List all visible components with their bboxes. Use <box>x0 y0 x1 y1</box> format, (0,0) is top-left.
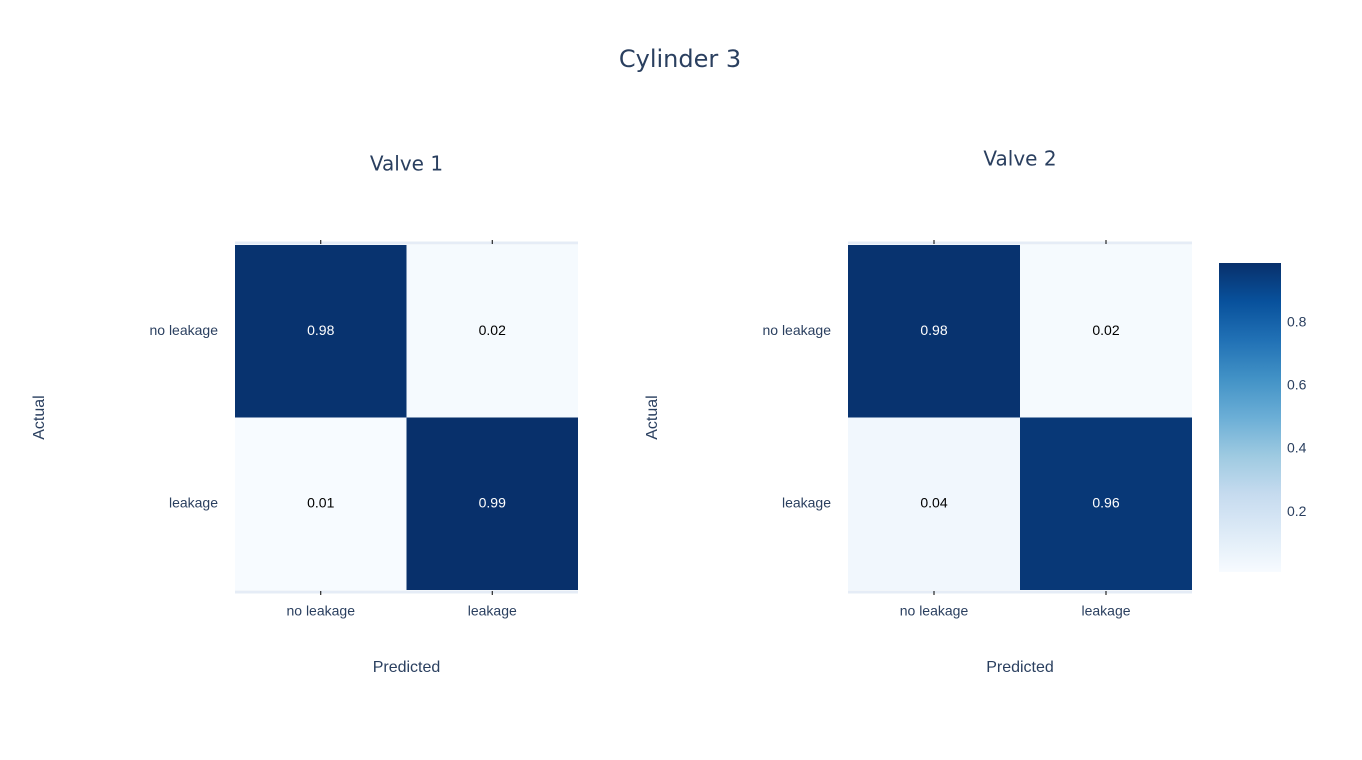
figure-title: Cylinder 3 <box>619 45 741 73</box>
y-tick-label: no leakage <box>149 322 218 338</box>
y-axis-label: Actual <box>644 395 661 439</box>
cell-label: 0.96 <box>1092 494 1119 510</box>
x-tick-label: no leakage <box>900 603 969 619</box>
y-tick-label: no leakage <box>762 322 831 338</box>
cell-label: 0.99 <box>479 494 506 510</box>
heatmap-cell <box>848 245 1020 418</box>
subplot-title: Valve 2 <box>983 147 1056 171</box>
cell-label: 0.02 <box>1092 322 1119 338</box>
subplot-title: Valve 1 <box>370 152 443 176</box>
y-tick-label: leakage <box>782 494 831 510</box>
heatmap-cell <box>235 245 407 418</box>
cell-label: 0.01 <box>307 494 334 510</box>
colorbar <box>1219 263 1281 572</box>
cell-label: 0.04 <box>920 494 947 510</box>
cell-label: 0.02 <box>479 322 506 338</box>
x-tick-label: leakage <box>1081 603 1130 619</box>
heatmap-cell <box>406 417 578 590</box>
heatmap-cell <box>406 245 578 418</box>
heatmap-cell <box>848 417 1020 590</box>
x-tick-label: leakage <box>468 603 517 619</box>
heatmap-cell <box>1020 245 1192 418</box>
colorbar-tick-label: 0.4 <box>1287 440 1307 456</box>
x-tick-label: no leakage <box>286 603 355 619</box>
cell-label: 0.98 <box>307 322 334 338</box>
colorbar-tick-label: 0.8 <box>1287 314 1307 330</box>
x-axis-label: Predicted <box>986 659 1054 676</box>
cell-label: 0.98 <box>920 322 947 338</box>
y-axis-label: Actual <box>31 395 48 439</box>
y-tick-label: leakage <box>169 494 218 510</box>
heatmap-cell <box>235 417 407 590</box>
heatmap-cell <box>1020 417 1192 590</box>
colorbar-tick-label: 0.2 <box>1287 503 1307 519</box>
colorbar-tick-label: 0.6 <box>1287 377 1307 393</box>
x-axis-label: Predicted <box>373 659 441 676</box>
